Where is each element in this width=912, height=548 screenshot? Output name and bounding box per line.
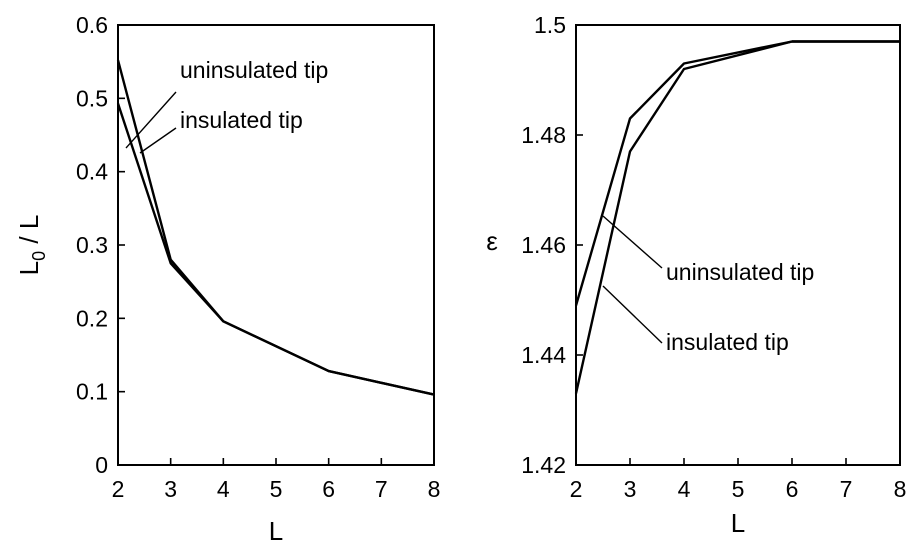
left-y-tick-label: 0.4 xyxy=(76,159,108,185)
right-x-tick-label: 2 xyxy=(570,476,583,502)
left-x-tick-label: 3 xyxy=(164,476,177,502)
right-x-tick-label: 3 xyxy=(624,476,637,502)
right-annotations: uninsulated tip insulated tip xyxy=(602,215,814,355)
left-series-line-insulated xyxy=(116,59,435,396)
left-y-label-rest: / L xyxy=(14,215,44,251)
left-y-tick-label: 0.5 xyxy=(76,85,108,111)
left-annotation-uninsulated: uninsulated tip xyxy=(180,57,328,83)
left-x-tick-label: 5 xyxy=(270,476,283,502)
left-annotation-insulated: insulated tip xyxy=(180,107,303,133)
right-y-tick-label: 1.42 xyxy=(521,452,566,478)
left-leader-insulated xyxy=(139,127,177,154)
right-x-tick-label: 6 xyxy=(786,476,799,502)
left-series-line-uninsulated xyxy=(116,103,435,396)
right-plot-frame xyxy=(575,24,901,466)
right-chart-panel: 2 3 4 5 6 7 8 1.42 1.44 1.46 1.48 1.5 uninsulated t… xyxy=(486,12,906,538)
right-x-tick-label: 8 xyxy=(894,476,907,502)
right-y-axis-label: ε xyxy=(486,226,498,256)
left-x-tick-label: 7 xyxy=(375,476,388,502)
svg-text:L0 / L: L0 / L xyxy=(14,215,49,276)
right-ticks: 2 3 4 5 6 7 8 1.42 1.44 1.46 1.48 1.5 xyxy=(521,12,906,502)
right-y-tick-label: 1.48 xyxy=(521,122,566,148)
left-x-axis-label: L xyxy=(269,516,283,546)
left-y-axis-label: L0 / L xyxy=(14,215,49,276)
left-ticks: 2 3 4 5 6 7 8 0 0.1 0.2 0.3 0.4 0.5 0.6 xyxy=(76,12,440,502)
left-x-tick-label: 8 xyxy=(428,476,441,502)
right-leader-insulated xyxy=(602,285,663,344)
left-leader-uninsulated xyxy=(125,91,177,149)
left-y-tick-label: 0.3 xyxy=(76,232,108,258)
left-y-tick-label: 0 xyxy=(95,452,108,478)
left-y-tick-label: 0.2 xyxy=(76,305,108,331)
left-y-label-main: L xyxy=(14,261,44,275)
right-x-axis-label: L xyxy=(731,508,745,538)
right-annotation-uninsulated: uninsulated tip xyxy=(666,259,814,285)
left-annotations: uninsulated tip insulated tip xyxy=(125,57,328,154)
right-x-tick-label: 5 xyxy=(732,476,745,502)
right-annotation-insulated: insulated tip xyxy=(666,329,789,355)
right-series-line-insulated xyxy=(574,40,900,394)
left-x-tick-label: 4 xyxy=(217,476,230,502)
left-y-tick-label: 0.6 xyxy=(76,12,108,38)
right-y-tick-label: 1.5 xyxy=(534,12,566,38)
right-x-tick-label: 4 xyxy=(678,476,691,502)
left-x-tick-label: 2 xyxy=(112,476,125,502)
left-x-tick-label: 6 xyxy=(322,476,335,502)
left-chart-panel: 2 3 4 5 6 7 8 0 0.1 0.2 0.3 0.4 0.5 0.6 uninsulated t… xyxy=(14,12,440,546)
right-y-tick-label: 1.46 xyxy=(521,232,566,258)
right-y-tick-label: 1.44 xyxy=(521,342,566,368)
left-y-label-sub: 0 xyxy=(29,251,49,261)
right-leader-uninsulated xyxy=(602,215,663,269)
left-y-tick-label: 0.1 xyxy=(76,379,108,405)
left-series xyxy=(116,59,435,396)
right-series xyxy=(574,40,900,394)
right-x-tick-label: 7 xyxy=(840,476,853,502)
